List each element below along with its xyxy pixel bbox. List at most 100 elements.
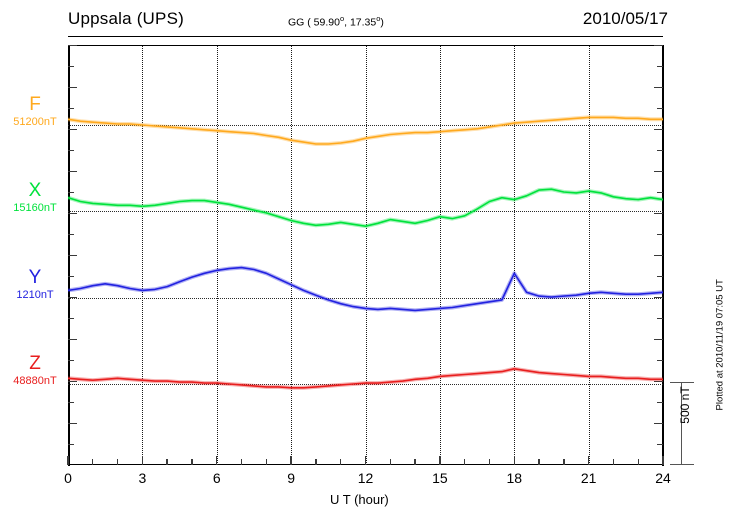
- y-tick-left-3: [68, 108, 74, 110]
- y-tick-right-10: [654, 255, 663, 257]
- y-tick-left-18: [68, 423, 77, 425]
- gridline-hour-6: [216, 46, 218, 465]
- gridline-hour-3: [142, 46, 144, 465]
- y-tick-right-0: [654, 45, 663, 47]
- x-tick-4: [166, 459, 168, 465]
- observation-date: 2010/05/17: [582, 9, 668, 28]
- x-tick-label-12: 12: [357, 470, 374, 486]
- y-tick-left-10: [68, 255, 77, 257]
- y-tick-right-7: [657, 192, 663, 194]
- baseline-Y: [68, 298, 663, 299]
- component-baseline-value-X: 15160nT: [13, 202, 57, 214]
- gridline-hour-9: [291, 46, 293, 465]
- x-tick-label-6: 6: [212, 470, 221, 486]
- y-tick-right-16: [654, 381, 663, 383]
- x-tick-3: [141, 456, 144, 465]
- y-tick-right-8: [654, 213, 663, 215]
- degree-icon: o: [376, 14, 381, 23]
- y-tick-left-7: [68, 192, 74, 194]
- component-symbol-Z: Z: [29, 353, 41, 374]
- trace-Z: [68, 367, 663, 389]
- x-axis-top: [68, 45, 664, 47]
- y-tick-right-5: [657, 150, 663, 152]
- y-tick-right-15: [657, 360, 663, 362]
- station-title: Uppsala (UPS): [68, 9, 184, 28]
- component-label-X: X 15160nT: [2, 181, 68, 215]
- x-tick-17: [488, 459, 491, 465]
- y-tick-right-13: [657, 318, 663, 320]
- x-tick-label-15: 15: [432, 470, 448, 486]
- x-tick-label-21: 21: [580, 470, 597, 486]
- y-tick-right-3: [657, 108, 663, 110]
- y-tick-left-1: [68, 66, 74, 68]
- y-tick-right-1: [657, 66, 663, 68]
- x-tick-9: [290, 456, 292, 465]
- geo-lon: , 17.35: [344, 16, 377, 29]
- y-tick-left-0: [68, 45, 77, 47]
- y-tick-left-6: [68, 171, 77, 173]
- x-tick-label-18: 18: [506, 470, 523, 486]
- x-tick-8: [265, 459, 268, 465]
- header-divider: [68, 36, 663, 37]
- x-tick-13: [389, 459, 391, 465]
- component-symbol-Y: Y: [28, 267, 42, 288]
- x-axis-ticks: [0, 0, 730, 465]
- baseline-F: [68, 125, 663, 126]
- x-tick-15: [439, 456, 441, 465]
- geographic-coordinates: GG ( 59.90o, 17.35o): [288, 14, 384, 29]
- x-tick-7: [240, 459, 243, 465]
- y-tick-left-14: [68, 339, 77, 341]
- baseline-Z: [68, 384, 663, 385]
- y-tick-left-2: [68, 87, 77, 89]
- scale-bar-label: 500 nT: [678, 386, 692, 424]
- component-symbol-X: X: [28, 180, 42, 201]
- y-tick-left-13: [68, 318, 74, 320]
- y-tick-right-9: [657, 234, 663, 236]
- x-tick-16: [463, 459, 466, 465]
- y-tick-right-19: [657, 444, 663, 446]
- trace-Y: [68, 266, 663, 312]
- x-tick-14: [414, 459, 416, 465]
- gridline-hour-21: [588, 46, 590, 465]
- component-label-Z: Z 48880nT: [2, 354, 68, 388]
- y-tick-left-4: [68, 129, 77, 131]
- component-label-F: F 51200nT: [2, 95, 68, 129]
- y-tick-right-17: [657, 402, 663, 404]
- y-tick-right-18: [654, 423, 663, 425]
- x-tick-label-3: 3: [138, 470, 147, 486]
- x-tick-1: [92, 459, 94, 465]
- x-tick-label-0: 0: [64, 470, 72, 486]
- x-tick-2: [116, 459, 119, 465]
- y-tick-right-14: [654, 339, 663, 341]
- y-tick-right-2: [654, 87, 663, 89]
- scale-bar-line: [681, 382, 683, 465]
- x-tick-10: [315, 459, 317, 465]
- gridline-hour-18: [514, 46, 516, 465]
- x-tick-24: [662, 456, 664, 465]
- x-tick-label-9: 9: [287, 470, 296, 486]
- x-tick-18: [513, 456, 515, 465]
- y-tick-right-6: [654, 171, 663, 173]
- magnetogram-traces: [68, 115, 663, 390]
- scale-bar-bottom-cap: [670, 464, 694, 466]
- x-tick-20: [563, 459, 565, 465]
- plotted-timestamp: Plotted at 2010/11/19 07:05 UT: [714, 279, 726, 411]
- x-tick-5: [191, 459, 193, 465]
- x-tick-19: [538, 459, 540, 465]
- x-tick-23: [637, 459, 639, 465]
- x-tick-0: [67, 456, 69, 465]
- geo-lat: GG ( 59.90: [288, 16, 340, 29]
- x-tick-6: [216, 456, 218, 465]
- y-tick-left-19: [68, 444, 74, 446]
- y-tick-left-12: [68, 297, 77, 299]
- y-tick-left-8: [68, 213, 77, 215]
- trace-halo-F: [68, 115, 663, 146]
- component-baseline-value-Y: 1210nT: [16, 289, 54, 301]
- component-label-Y: Y 1210nT: [2, 268, 68, 302]
- trace-F: [68, 116, 663, 145]
- geo-close: ): [380, 16, 384, 29]
- y-tick-left-15: [68, 360, 74, 362]
- x-tick-22: [612, 459, 615, 465]
- y-tick-right-4: [654, 129, 663, 131]
- y-tick-right-12: [654, 297, 663, 299]
